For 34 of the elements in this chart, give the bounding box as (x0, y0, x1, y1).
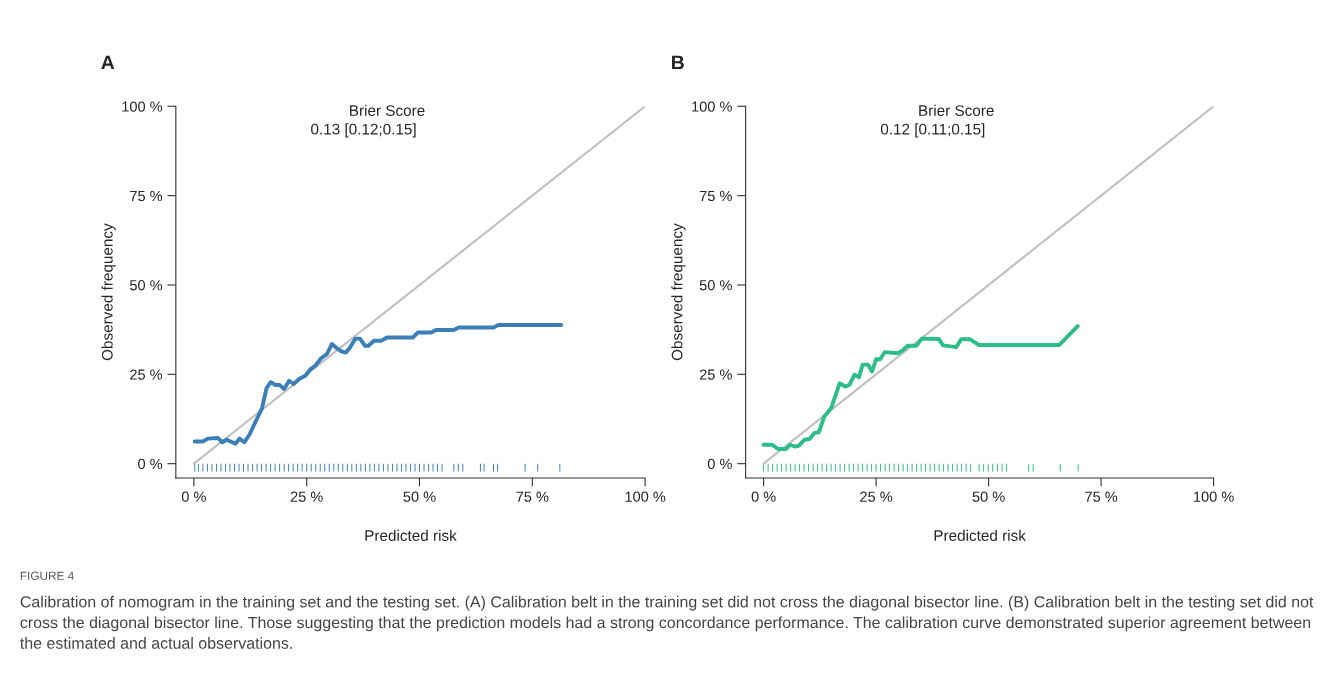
caption: FIGURE 4 (20, 571, 74, 580)
text: Calibration of nomogram in the training set and the testing set. (A) Calibration belt in the training set did not cross the diagonal bisector line. (B) Calibration belt in the testing set did not cross the diagonal bisector line. Those suggesting that the prediction models had a strong concordance performance. The calibration curve demonstrated superior agreement between the estimated and actual observations. (20, 595, 1314, 649)
x-tick-label: 50 % (972, 491, 1005, 502)
x-tick-label: 100 % (1194, 491, 1234, 502)
y-axis-title: Observed frequency (671, 223, 686, 361)
line-series (192, 323, 564, 446)
annotation: 0.13 [0.12;0.15] (311, 123, 416, 138)
y-tick-label: 75 % (130, 190, 163, 202)
x-tick-label: 0 % (181, 491, 206, 502)
x-tick-label: 75 % (1085, 491, 1118, 502)
y-tick-label: 50 % (699, 280, 732, 291)
x-tick-label: 75 % (516, 491, 549, 502)
x-tick-label: 25 % (290, 491, 323, 502)
x-axis-title: Predicted risk (365, 529, 457, 541)
y-tick-label: 75 % (699, 190, 732, 202)
y-tick-label: 0 % (707, 458, 732, 470)
chart-title: A (101, 55, 115, 70)
y-tick-label: 25 % (130, 369, 163, 380)
chart-title: B (672, 55, 684, 70)
x-tick-label: 100 % (625, 491, 666, 502)
y-tick-label: 25 % (699, 369, 732, 380)
x-tick-label: 0 % (751, 491, 776, 502)
y-axis-title: Observed frequency (101, 223, 116, 361)
line-series (761, 324, 1080, 451)
annotation: Brier Score (919, 104, 994, 116)
x-tick-label: 25 % (860, 491, 893, 502)
annotation: Brier Score (350, 104, 425, 116)
y-tick-label: 50 % (129, 280, 163, 291)
y-tick-label: 0 % (138, 458, 163, 470)
annotation: 0.12 [0.11;0.15] (880, 123, 985, 138)
x-tick-label: 50 % (403, 491, 436, 502)
x-axis-title: Predicted risk (934, 529, 1026, 541)
y-tick-label: 100 % (122, 101, 163, 112)
y-tick-label: 100 % (692, 101, 732, 112)
